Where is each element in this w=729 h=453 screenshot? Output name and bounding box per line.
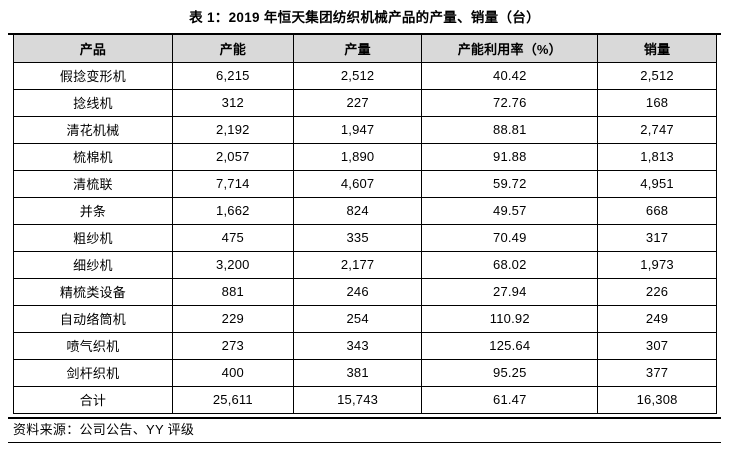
value-cell: 881 <box>171 277 294 306</box>
value-cell: 88.81 <box>421 115 599 144</box>
value-cell: 227 <box>292 88 423 117</box>
value-cell: 381 <box>292 358 423 387</box>
product-cell: 细纱机 <box>13 250 173 279</box>
table-row: 剑杆织机 400 381 95.25 377 <box>13 358 717 387</box>
value-cell: 6,215 <box>171 61 294 90</box>
value-cell: 4,607 <box>292 169 423 198</box>
value-cell: 59.72 <box>421 169 599 198</box>
value-cell: 3,200 <box>171 250 294 279</box>
value-cell: 168 <box>597 88 717 117</box>
value-cell: 343 <box>292 331 423 360</box>
table-bottom-rule <box>8 416 721 419</box>
value-cell: 1,890 <box>292 142 423 171</box>
value-cell: 1,973 <box>597 250 717 279</box>
value-cell: 668 <box>597 196 717 225</box>
value-cell: 377 <box>597 358 717 387</box>
column-header: 产能 <box>171 35 294 63</box>
value-cell: 15,743 <box>292 385 423 414</box>
product-cell: 清梳联 <box>13 169 173 198</box>
value-cell: 229 <box>171 304 294 333</box>
value-cell: 70.49 <box>421 223 599 252</box>
source-note: 资料来源：公司公告、YY 评级 <box>13 421 195 437</box>
value-cell: 2,512 <box>597 61 717 90</box>
value-cell: 254 <box>292 304 423 333</box>
product-cell: 自动络筒机 <box>13 304 173 333</box>
product-cell: 精梳类设备 <box>13 277 173 306</box>
table-row: 梳棉机 2,057 1,890 91.88 1,813 <box>13 142 717 171</box>
product-cell: 假捻变形机 <box>13 61 173 90</box>
table-row: 并条 1,662 824 49.57 668 <box>13 196 717 225</box>
value-cell: 68.02 <box>421 250 599 279</box>
product-cell: 剑杆织机 <box>13 358 173 387</box>
value-cell: 27.94 <box>421 277 599 306</box>
product-cell: 梳棉机 <box>13 142 173 171</box>
table-body: 假捻变形机 6,215 2,512 40.42 2,512 捻线机 312 227 72.76 1… <box>13 61 717 414</box>
value-cell: 2,512 <box>292 61 423 90</box>
value-cell: 7,714 <box>171 169 294 198</box>
table-top-rule <box>8 33 721 35</box>
table-row: 自动络筒机 229 254 110.92 249 <box>13 304 717 333</box>
value-cell: 25,611 <box>171 385 294 414</box>
product-cell: 粗纱机 <box>13 223 173 252</box>
value-cell: 72.76 <box>421 88 599 117</box>
value-cell: 400 <box>171 358 294 387</box>
footer-rule <box>8 441 721 443</box>
product-cell: 合计 <box>13 385 173 414</box>
value-cell: 16,308 <box>597 385 717 414</box>
value-cell: 61.47 <box>421 385 599 414</box>
value-cell: 335 <box>292 223 423 252</box>
column-header: 产量 <box>292 35 423 63</box>
value-cell: 475 <box>171 223 294 252</box>
value-cell: 317 <box>597 223 717 252</box>
table-row: 捻线机 312 227 72.76 168 <box>13 88 717 117</box>
value-cell: 246 <box>292 277 423 306</box>
value-cell: 307 <box>597 331 717 360</box>
value-cell: 49.57 <box>421 196 599 225</box>
table-row: 假捻变形机 6,215 2,512 40.42 2,512 <box>13 61 717 90</box>
product-cell: 清花机械 <box>13 115 173 144</box>
value-cell: 2,177 <box>292 250 423 279</box>
value-cell: 1,662 <box>171 196 294 225</box>
table-title: 表 1：2019 年恒天集团纺织机械产品的产量、销量（台） <box>189 10 540 25</box>
value-cell: 824 <box>292 196 423 225</box>
value-cell: 273 <box>171 331 294 360</box>
table-header: 产品 产能 产量 产能利用率（%） 销量 <box>13 35 717 63</box>
column-header: 产品 <box>13 35 173 63</box>
value-cell: 1,813 <box>597 142 717 171</box>
data-table: 产品 产能 产量 产能利用率（%） 销量 假捻变形机 6,215 2,512 40.42 2,5… <box>13 35 717 414</box>
table-row: 清花机械 2,192 1,947 88.81 2,747 <box>13 115 717 144</box>
table-row: 粗纱机 475 335 70.49 317 <box>13 223 717 252</box>
value-cell: 40.42 <box>421 61 599 90</box>
product-cell: 并条 <box>13 196 173 225</box>
value-cell: 312 <box>171 88 294 117</box>
value-cell: 110.92 <box>421 304 599 333</box>
product-cell: 捻线机 <box>13 88 173 117</box>
product-cell: 喷气织机 <box>13 331 173 360</box>
total-row: 合计 25,611 15,743 61.47 16,308 <box>13 385 717 414</box>
value-cell: 91.88 <box>421 142 599 171</box>
value-cell: 95.25 <box>421 358 599 387</box>
table-row: 精梳类设备 881 246 27.94 226 <box>13 277 717 306</box>
header-row: 产品 产能 产量 产能利用率（%） 销量 <box>13 35 717 63</box>
value-cell: 2,057 <box>171 142 294 171</box>
table-row: 细纱机 3,200 2,177 68.02 1,973 <box>13 250 717 279</box>
value-cell: 125.64 <box>421 331 599 360</box>
column-header: 销量 <box>597 35 717 63</box>
value-cell: 249 <box>597 304 717 333</box>
value-cell: 4,951 <box>597 169 717 198</box>
table-row: 喷气织机 273 343 125.64 307 <box>13 331 717 360</box>
value-cell: 226 <box>597 277 717 306</box>
column-header: 产能利用率（%） <box>421 35 599 63</box>
value-cell: 2,747 <box>597 115 717 144</box>
value-cell: 2,192 <box>171 115 294 144</box>
value-cell: 1,947 <box>292 115 423 144</box>
table-row: 清梳联 7,714 4,607 59.72 4,951 <box>13 169 717 198</box>
